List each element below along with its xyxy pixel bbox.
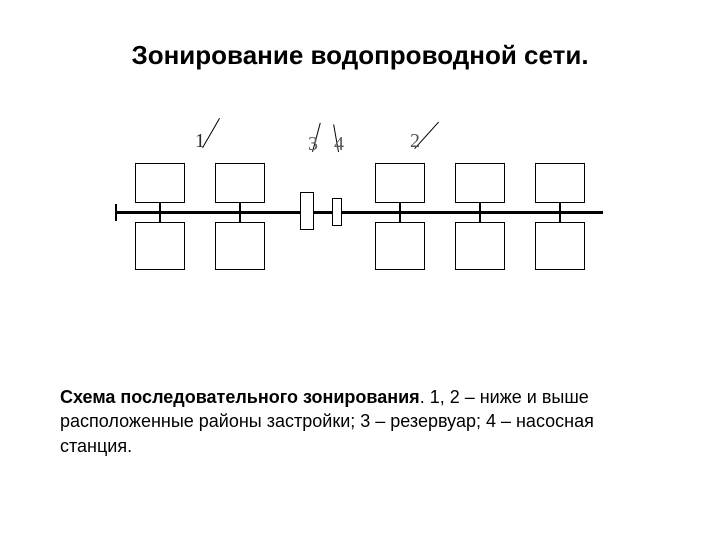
- zone-box-bottom-3: [455, 222, 505, 270]
- zone-box-bottom-4: [535, 222, 585, 270]
- caption: Схема последовательного зонирования. 1, …: [60, 385, 660, 458]
- stub-bottom-3: [479, 212, 481, 222]
- diagram-label-3: 3: [308, 133, 318, 156]
- diagram-label-4: 4: [334, 133, 344, 156]
- zone-box-bottom-0: [135, 222, 185, 270]
- zone-box-bottom-1: [215, 222, 265, 270]
- zone-box-top-2: [375, 163, 425, 203]
- inline-box-reservoir: [300, 192, 314, 230]
- pipe-end-tick: [115, 204, 117, 221]
- main-pipe: [115, 211, 603, 214]
- zone-box-top-0: [135, 163, 185, 203]
- caption-bold: Схема последовательного зонирования: [60, 387, 420, 407]
- stub-bottom-1: [239, 212, 241, 222]
- zone-box-top-1: [215, 163, 265, 203]
- page-title: Зонирование водопроводной сети.: [0, 40, 720, 71]
- zoning-diagram: 1 34 2: [115, 130, 605, 300]
- diagram-label-2: 2: [410, 130, 420, 153]
- stub-bottom-0: [159, 212, 161, 222]
- zone-box-top-4: [535, 163, 585, 203]
- zone-box-bottom-2: [375, 222, 425, 270]
- zone-box-top-3: [455, 163, 505, 203]
- title-text: Зонирование водопроводной сети.: [131, 40, 588, 70]
- diagram-label-1: 1: [195, 130, 205, 153]
- stub-bottom-2: [399, 212, 401, 222]
- inline-box-pump: [332, 198, 342, 226]
- stub-bottom-4: [559, 212, 561, 222]
